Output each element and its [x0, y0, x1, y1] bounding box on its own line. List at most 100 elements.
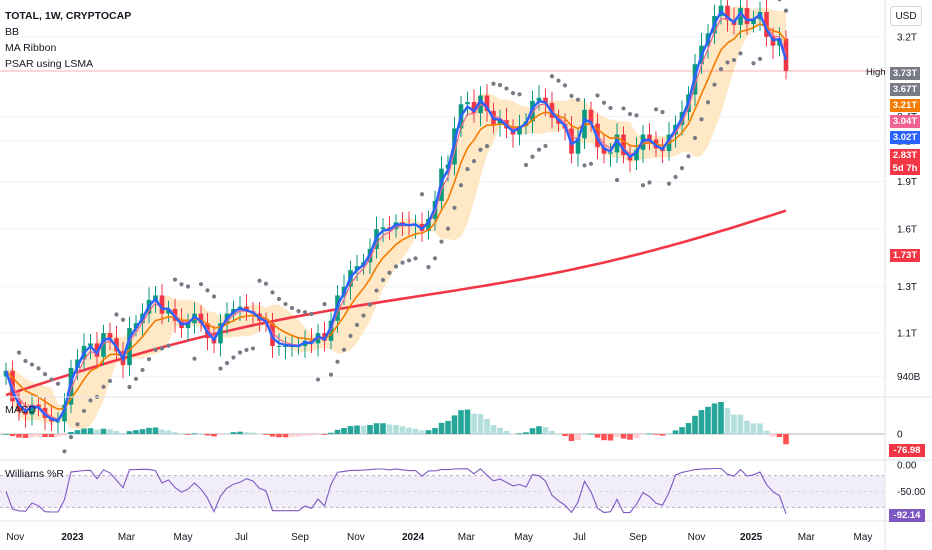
psar-dot	[699, 117, 704, 122]
macd-histogram-bar	[61, 434, 68, 436]
psar-dot	[179, 282, 184, 287]
time-tick-label: Nov	[688, 532, 706, 543]
symbol-title[interactable]: TOTAL, 1W, CRYPTOCAP	[5, 10, 132, 22]
psar-dot	[198, 282, 204, 287]
macd-histogram-bar	[633, 434, 640, 439]
macd-pane-label[interactable]: MACD	[5, 404, 36, 416]
psar-dot	[478, 147, 483, 152]
psar-dot	[244, 347, 249, 353]
macd-histogram-bar	[451, 415, 458, 434]
psar-dot	[335, 359, 340, 364]
williams-band	[0, 475, 885, 508]
candle-body	[75, 359, 80, 368]
macd-histogram-bar	[29, 434, 35, 438]
macd-histogram-bar	[126, 431, 133, 434]
psar-dot	[88, 398, 93, 403]
candle-body	[647, 134, 652, 140]
macd-histogram-bar	[419, 430, 425, 434]
psar-dot	[393, 264, 399, 269]
psar-dot	[192, 356, 197, 361]
macd-histogram-bar	[737, 414, 744, 434]
high-label: High	[866, 67, 886, 78]
indicator-bb-label[interactable]: BB	[5, 26, 20, 38]
macd-histogram-bar	[328, 432, 334, 434]
price-tick-label: 3.2T	[897, 32, 917, 43]
macd-histogram-bar	[601, 434, 607, 441]
psar-dot	[211, 294, 217, 299]
macd-histogram-bar	[555, 433, 562, 435]
macd-histogram-bar	[783, 434, 789, 445]
psar-dot	[322, 302, 327, 307]
psar-dot	[36, 366, 41, 371]
macd-histogram-bar	[523, 432, 529, 434]
psar-dot	[218, 366, 223, 371]
macd-histogram-bar	[100, 428, 107, 434]
psar-dot	[62, 449, 67, 454]
macd-histogram-bar	[698, 410, 705, 434]
psar-dot	[458, 183, 464, 188]
psar-dot	[751, 61, 756, 66]
psar-dot	[166, 343, 171, 348]
candle-body	[16, 401, 22, 412]
macd-histogram-bar	[230, 432, 237, 434]
psar-dot	[341, 347, 347, 352]
psar-dot	[406, 258, 412, 263]
psar-dot	[445, 226, 451, 231]
time-tick-label: Sep	[291, 532, 309, 543]
psar-dot	[81, 408, 87, 414]
time-tick-label: Jul	[573, 532, 586, 543]
indicator-ma-ribbon-label[interactable]: MA Ribbon	[5, 42, 57, 54]
price-tick-label: 1.1T	[897, 329, 917, 340]
macd-histogram-bar	[16, 434, 22, 438]
macd-histogram-bar	[87, 428, 94, 434]
macd-histogram-bar	[516, 433, 523, 435]
macd-histogram-bar	[308, 434, 315, 436]
macd-pane[interactable]	[0, 402, 885, 445]
macd-zero-label: 0	[897, 430, 903, 441]
psar-dot	[497, 82, 503, 88]
bar-countdown-badge: 5d 7h	[890, 162, 920, 175]
williams-value-badge: -92.14	[889, 509, 925, 522]
time-tick-label: Sep	[629, 532, 647, 543]
indicator-psar-label[interactable]: PSAR using LSMA	[5, 58, 94, 70]
candle-body	[725, 5, 730, 21]
candle-body	[354, 266, 360, 271]
macd-histogram-bar	[770, 434, 776, 437]
psar-dot	[29, 362, 35, 367]
candle-body	[484, 95, 490, 111]
macd-histogram-bar	[666, 433, 672, 434]
time-axis[interactable]: Nov 2023 Mar May Jul Sep Nov 2024 Mar May Jul Sep No…	[6, 532, 872, 543]
psar-dot	[361, 313, 366, 318]
macd-histogram-bar	[302, 434, 308, 436]
time-tick-label: May	[853, 532, 872, 543]
macd-histogram-bar	[412, 428, 419, 434]
macd-histogram-bar	[685, 423, 692, 434]
psar-dot	[588, 161, 594, 166]
psar-dot	[68, 435, 74, 440]
macd-histogram-bar	[243, 432, 250, 434]
time-tick-label: May	[174, 532, 193, 543]
macd-histogram-bar	[594, 434, 601, 438]
macd-histogram-bar	[3, 434, 9, 435]
time-tick-label: Nov	[6, 532, 24, 543]
macd-histogram-bar	[731, 414, 737, 434]
williams-pane-label[interactable]: Williams %R	[5, 468, 64, 480]
price-pane[interactable]	[0, 0, 885, 454]
psar-dot	[315, 377, 321, 382]
psar-dot	[569, 93, 574, 99]
williams-pane[interactable]	[0, 467, 885, 514]
psar-dot	[686, 154, 691, 159]
macd-histogram-bar	[9, 434, 16, 437]
psar-dot	[250, 346, 256, 351]
candle-body	[764, 11, 769, 37]
candle-body	[55, 421, 61, 423]
macd-histogram-bar	[35, 434, 42, 437]
macd-histogram-bar	[542, 427, 549, 434]
macd-histogram-bar	[653, 434, 659, 435]
psar-dot	[224, 360, 230, 366]
macd-histogram-bar	[198, 433, 204, 435]
macd-histogram-bar	[217, 434, 224, 435]
currency-button[interactable]: USD	[890, 6, 922, 26]
macd-histogram-bar	[568, 434, 575, 442]
